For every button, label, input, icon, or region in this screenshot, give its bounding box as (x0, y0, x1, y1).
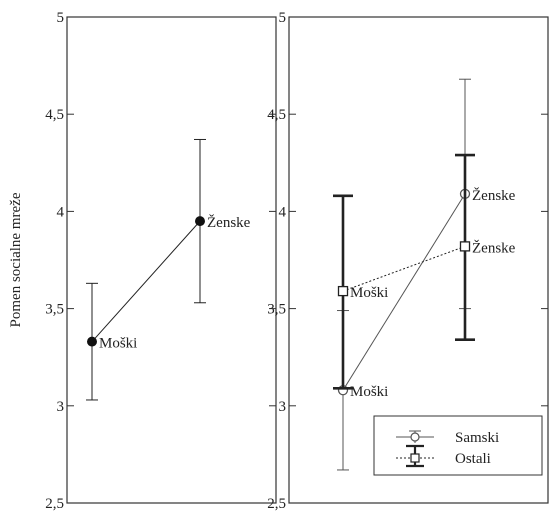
left-ytick-label-3: 4 (57, 204, 65, 220)
right-series: Moški Ženske Moški Ženske (333, 78, 516, 471)
right-series-samski-point-label-mo-ki: Moški (350, 384, 388, 400)
legend-label-ostali: Ostali (455, 451, 491, 467)
left-panel: 2,5 3 3,5 4 4,5 5 Moški Ženske Pomen socialne … (8, 10, 277, 512)
legend-entry-ostali: Ostali (396, 444, 491, 468)
left-series-0-point-mo-ki (87, 336, 97, 347)
legend-box (373, 415, 543, 476)
legend-label-samski: Samski (455, 430, 499, 446)
left-ytick-label-1: 3 (57, 399, 65, 415)
right-series-samski-line (342, 193, 466, 391)
right-series-samski-point-label-enske: Ženske (472, 187, 516, 204)
right-series-ostali-point-label-enske: Ženske (472, 239, 516, 256)
left-ytick-label-0: 2,5 (45, 496, 64, 512)
left-ytick-label-5: 5 (57, 10, 65, 26)
right-plot-frame (288, 16, 549, 504)
left-series-0-point-label-mo-ki: Moški (99, 336, 137, 352)
left-y-ticks: 2,5 3 3,5 4 4,5 5 (45, 10, 276, 512)
legend-marker-ostali (410, 453, 420, 463)
right-series-ostali-point-mo-ki (337, 285, 349, 297)
y-axis-label: Pomen socialne mreže (8, 192, 24, 327)
right-ytick-label-2: 3,5 (267, 302, 286, 318)
right-ytick-label-0: 2,5 (267, 496, 286, 512)
legend-entry-samski: Samski (396, 430, 499, 446)
left-plot-frame (66, 16, 277, 504)
right-y-ticks: 2,5 3 3,5 4 4,5 5 (267, 10, 548, 512)
left-series: Moški Ženske (86, 138, 251, 401)
right-ytick-label-1: 3 (279, 399, 287, 415)
legend-marker-samski (410, 432, 420, 442)
right-ytick-label-3: 4 (279, 204, 287, 220)
right-series-ostali-point-label-mo-ki: Moški (350, 285, 388, 301)
left-ytick-label-2: 3,5 (45, 302, 64, 318)
right-series-ostali-line (342, 245, 466, 292)
left-series-0-line (91, 220, 201, 342)
left-series-0-point-enske (195, 216, 205, 227)
right-ytick-label-4: 4,5 (267, 107, 286, 123)
left-series-0-point-label-enske: Ženske (207, 214, 251, 231)
right-series-ostali-point-enske (459, 241, 471, 252)
right-panel: 2,5 3 3,5 4 4,5 5 Moški Ženske Moški Ženske Sams… (267, 10, 549, 512)
right-ytick-label-5: 5 (279, 10, 287, 26)
legend: Samski Ostali (373, 415, 543, 476)
left-ytick-label-4: 4,5 (45, 107, 64, 123)
